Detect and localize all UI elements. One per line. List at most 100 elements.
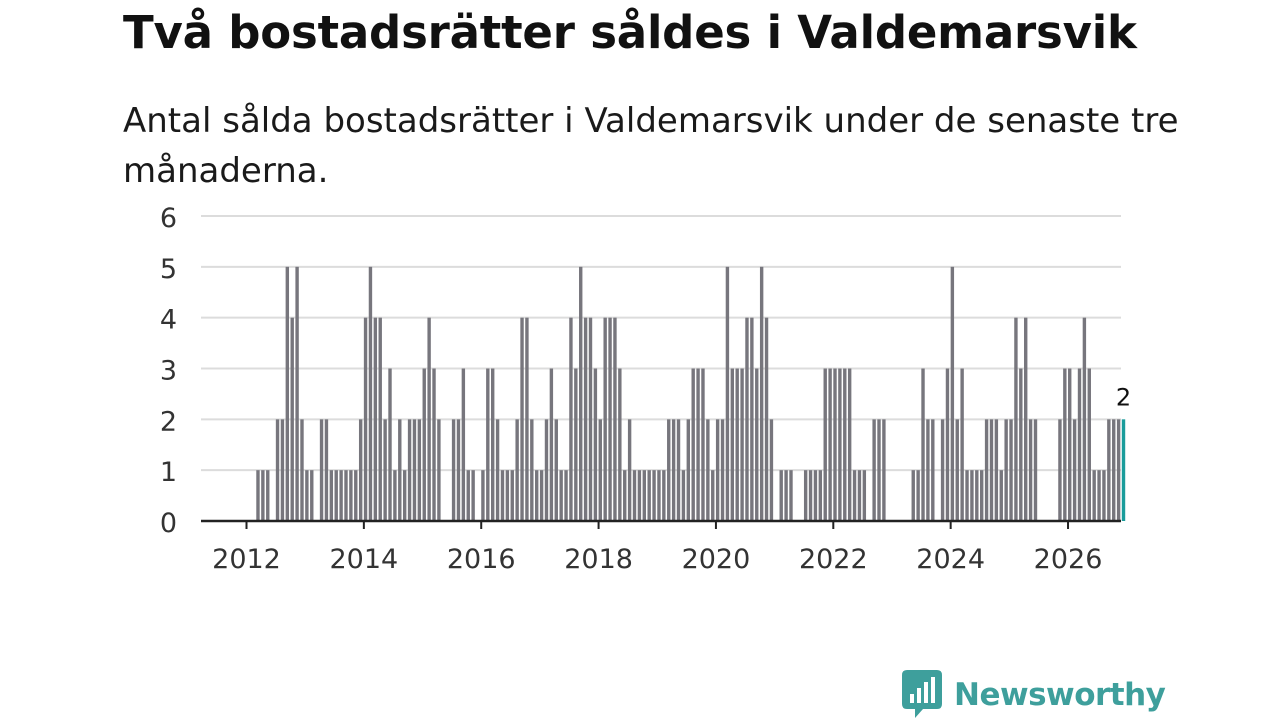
bar [642, 470, 646, 521]
bar [579, 266, 583, 521]
bar [354, 470, 358, 521]
bar [1004, 419, 1008, 521]
bar [535, 470, 539, 521]
bar [603, 317, 607, 521]
bar [1107, 419, 1111, 521]
bar [882, 419, 886, 521]
bar [412, 419, 417, 521]
bar [378, 317, 382, 521]
latest-value-label: 2 [1116, 383, 1131, 411]
bar [349, 470, 353, 521]
y-tick-label: 1 [160, 457, 177, 488]
bar [779, 470, 783, 521]
bar [539, 470, 544, 521]
brand-logo: Newsworthy [902, 670, 1166, 720]
bar [1024, 317, 1028, 521]
bar [877, 419, 881, 521]
bar [916, 470, 920, 521]
bar [495, 419, 500, 521]
bar [1063, 368, 1067, 521]
bar [574, 368, 578, 521]
bar [911, 470, 915, 521]
bar [657, 470, 661, 521]
bar [755, 368, 759, 521]
bar [745, 317, 749, 521]
bar [310, 470, 314, 521]
bar [1082, 317, 1087, 521]
bar [623, 470, 627, 521]
bar [422, 368, 426, 521]
bar [1116, 419, 1121, 521]
bar [583, 317, 588, 521]
chart-title: Två bostadsrätter såldes i Valdemarsvik [123, 6, 1137, 59]
bar [828, 368, 832, 521]
bar [432, 368, 436, 521]
bar [632, 470, 637, 521]
bar [393, 470, 397, 521]
bar [363, 317, 368, 521]
x-tick-label: 2016 [447, 544, 516, 575]
bar [305, 470, 309, 521]
bar [1014, 317, 1018, 521]
chart-subtitle: Antal sålda bostadsrätter i Valdemarsvik… [123, 101, 1179, 191]
bar [618, 368, 622, 521]
bar [334, 470, 338, 521]
bar [696, 368, 700, 521]
bar [280, 419, 285, 521]
bar [789, 470, 793, 521]
bar [549, 368, 554, 521]
bar [740, 368, 744, 521]
bar [950, 266, 955, 521]
bar [725, 266, 730, 521]
bar [637, 470, 642, 521]
bar [427, 317, 431, 521]
bar [266, 470, 270, 521]
y-tick-label: 5 [160, 254, 177, 285]
bar [564, 470, 568, 521]
bar [261, 470, 265, 521]
bar [843, 368, 847, 521]
bar [676, 419, 681, 521]
bar [559, 470, 563, 521]
x-tick-label: 2026 [1034, 544, 1103, 575]
bar [926, 419, 930, 521]
bar [285, 266, 290, 521]
bar [1019, 368, 1023, 521]
bar [931, 419, 935, 521]
bar [1097, 470, 1101, 521]
bar [818, 470, 823, 521]
bar [691, 368, 695, 521]
bar [569, 317, 573, 521]
bar [456, 419, 461, 521]
bar [662, 470, 666, 521]
bar [510, 470, 514, 521]
bar [358, 419, 363, 521]
bar [339, 470, 343, 521]
bar [847, 368, 852, 521]
bar [965, 470, 969, 521]
bar [735, 368, 739, 521]
y-tick-label: 6 [160, 203, 177, 234]
bar-latest [1121, 419, 1126, 521]
bar [862, 470, 867, 521]
bar [999, 470, 1003, 521]
bar [295, 266, 299, 521]
bar [1033, 419, 1038, 521]
bar-chart: 0 1 2 3 4 5 6 2 2012 2014 2016 2018 2020 2022 2024 2026 [160, 203, 1131, 575]
bar [554, 419, 558, 521]
bar [813, 470, 818, 521]
bar [324, 419, 329, 521]
bar [275, 419, 280, 521]
bar [921, 368, 925, 521]
bar [1072, 419, 1077, 521]
bar [994, 419, 999, 521]
y-tick-label: 4 [160, 305, 177, 336]
bar [417, 419, 422, 521]
bar [803, 470, 808, 521]
bar [319, 419, 324, 521]
bar [823, 368, 827, 521]
bar [402, 470, 407, 521]
y-tick-label: 3 [160, 356, 177, 387]
bar [505, 470, 510, 521]
bar [750, 317, 754, 521]
